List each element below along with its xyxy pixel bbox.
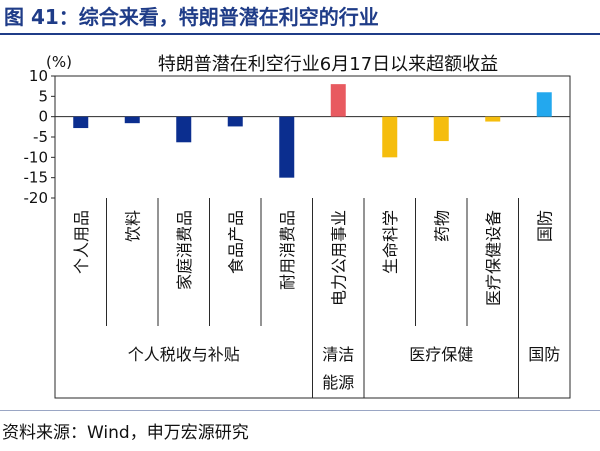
bar bbox=[227, 116, 243, 127]
x-category-label: 生命科学 bbox=[381, 210, 400, 274]
y-tick-label: -20 bbox=[24, 189, 49, 207]
group-label: 个人税收与补贴 bbox=[128, 345, 240, 364]
group-label-line: 清洁 bbox=[322, 345, 354, 364]
bar bbox=[73, 116, 89, 129]
group-label-line: 能源 bbox=[322, 373, 354, 392]
y-tick-label: 0 bbox=[38, 108, 48, 126]
x-category-label: 食品产品 bbox=[226, 210, 245, 274]
chart-title: 特朗普潜在利空行业6月17日以来超额收益 bbox=[158, 54, 498, 75]
x-category-label: 个人用品 bbox=[72, 210, 91, 274]
x-category-label: 医疗保健设备 bbox=[484, 210, 503, 306]
footer-rule bbox=[0, 410, 600, 411]
bar bbox=[279, 116, 295, 178]
bar bbox=[382, 116, 398, 158]
x-category-label: 电力公用事业 bbox=[329, 210, 348, 306]
page-title: 图 41：综合来看，特朗普潜在利空的行业 bbox=[4, 5, 379, 29]
x-category-label: 饮料 bbox=[123, 210, 142, 242]
x-category-label: 耐用消费品 bbox=[278, 210, 297, 290]
bar bbox=[433, 116, 449, 142]
y-axis-unit-label: (%) bbox=[46, 53, 72, 71]
source-note: 资料来源：Wind，申万宏源研究 bbox=[2, 423, 249, 443]
x-category-label: 国防 bbox=[535, 210, 554, 242]
x-category-label: 家庭消费品 bbox=[175, 210, 194, 290]
y-tick-label: -15 bbox=[24, 169, 49, 187]
y-tick-label: -5 bbox=[33, 128, 48, 146]
bar bbox=[124, 116, 140, 124]
group-label: 国防 bbox=[528, 345, 560, 364]
group-label: 医疗保健 bbox=[409, 345, 473, 364]
bar bbox=[330, 84, 346, 117]
y-tick-label: 5 bbox=[38, 87, 48, 105]
bar bbox=[536, 92, 552, 117]
title-rule bbox=[0, 33, 600, 35]
x-category-label: 药物 bbox=[432, 210, 451, 242]
y-tick-label: -10 bbox=[24, 148, 49, 166]
bar bbox=[485, 116, 501, 122]
bar bbox=[176, 116, 192, 143]
y-tick-label: 10 bbox=[29, 67, 48, 85]
